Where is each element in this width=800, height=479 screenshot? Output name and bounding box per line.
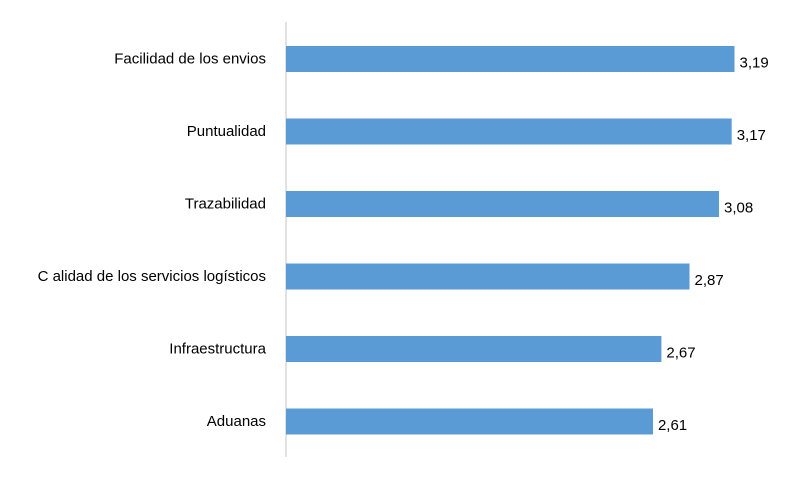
data-label: 3,19 — [740, 55, 769, 72]
data-label: 2,87 — [695, 272, 724, 289]
bar-6 — [286, 408, 653, 435]
bar-5 — [286, 336, 662, 362]
category-label: Facilidad de los envios — [114, 51, 266, 68]
category-label: C alidad de los servicios logísticos — [38, 268, 266, 285]
category-label: Aduanas — [207, 413, 266, 430]
bar-2 — [286, 118, 732, 145]
bars-layer — [286, 46, 735, 435]
data-label: 3,08 — [724, 200, 753, 217]
category-label: Trazabilidad — [185, 196, 266, 213]
value-labels: 3,19 3,17 3,08 2,87 2,67 2,61 — [658, 55, 769, 435]
category-label: Infraestructura — [169, 341, 266, 358]
data-label: 2,61 — [658, 417, 687, 434]
bar-1 — [286, 46, 735, 72]
bar-3 — [286, 191, 720, 217]
data-label: 2,67 — [666, 345, 695, 362]
category-label: Puntualidad — [187, 123, 266, 140]
category-labels: Facilidad de los envios Puntualidad Trazab… — [38, 51, 267, 431]
bar-4 — [286, 263, 690, 290]
data-label: 3,17 — [737, 127, 766, 144]
